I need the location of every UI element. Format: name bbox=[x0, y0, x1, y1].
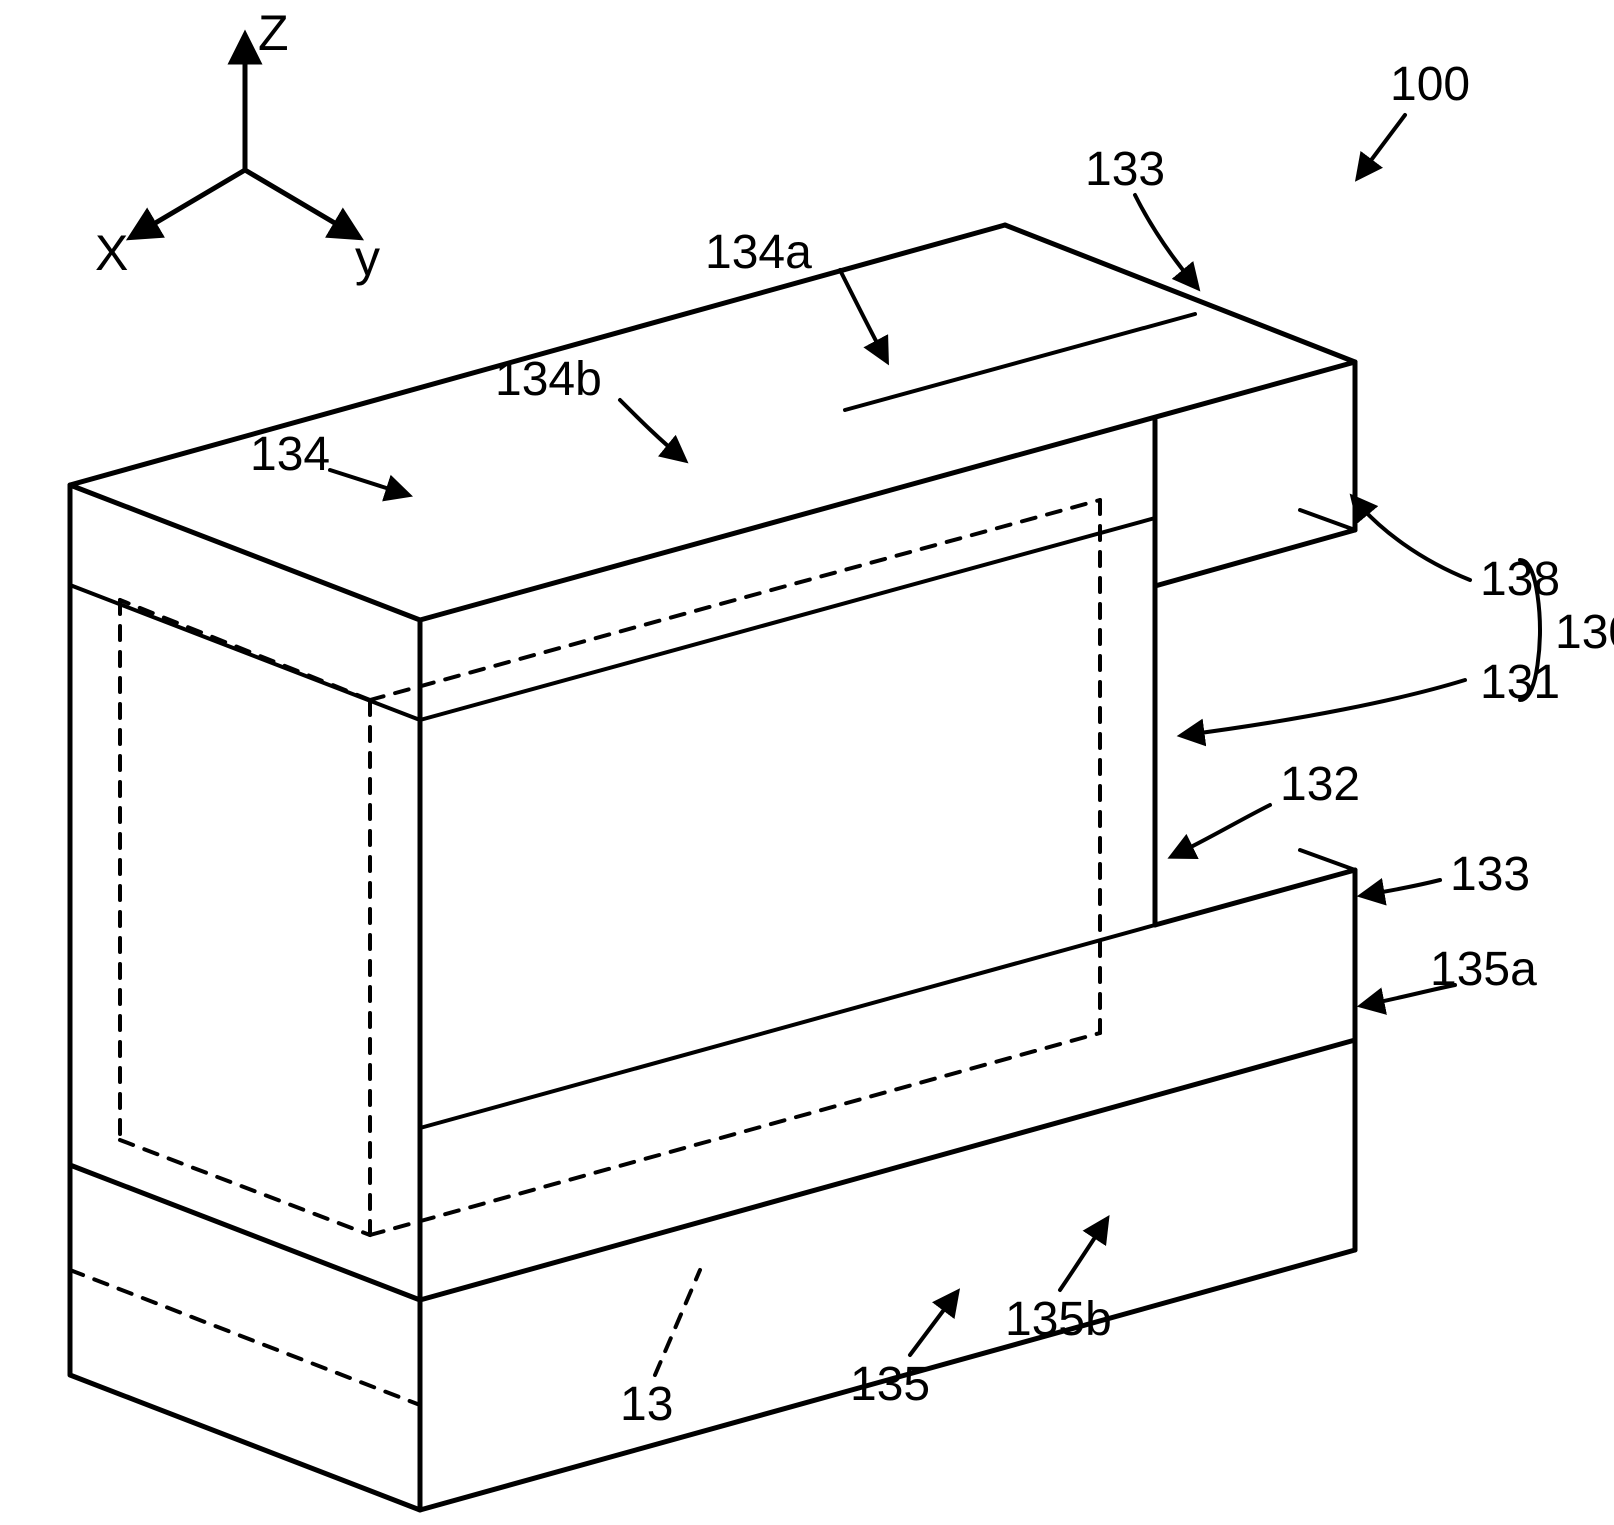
ref-134b: 134b bbox=[495, 353, 602, 406]
axis-y-label: y bbox=[355, 230, 380, 286]
ref-138: 138 bbox=[1480, 553, 1560, 606]
axis-x-label: X bbox=[95, 225, 128, 281]
axis-y bbox=[245, 170, 355, 235]
ref-100: 100 bbox=[1390, 58, 1470, 111]
ref-134a: 134a bbox=[705, 226, 812, 279]
patent-figure: Z X y 100 133 134a 134b bbox=[0, 0, 1614, 1525]
ref-133-bot: 133 bbox=[1450, 848, 1530, 901]
ref-131: 131 bbox=[1480, 656, 1560, 709]
axis-x bbox=[135, 170, 245, 235]
ref-130: 130 bbox=[1555, 606, 1614, 659]
ref-135: 135 bbox=[850, 1358, 930, 1411]
ref-13: 13 bbox=[620, 1378, 673, 1431]
ref-133-top: 133 bbox=[1085, 143, 1165, 196]
axis-z-label: Z bbox=[258, 5, 289, 61]
ref-134: 134 bbox=[250, 428, 330, 481]
ref-135a: 135a bbox=[1430, 943, 1537, 996]
ref-135b: 135b bbox=[1005, 1293, 1112, 1346]
ref-132: 132 bbox=[1280, 758, 1360, 811]
